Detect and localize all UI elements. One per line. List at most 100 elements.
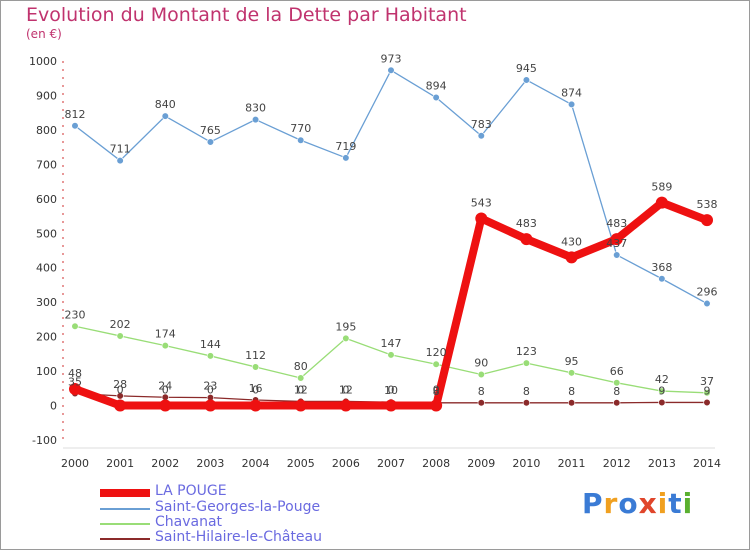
y-tick-label: 600 <box>36 193 57 206</box>
data-point <box>477 132 485 140</box>
x-tick-label: 2005 <box>287 457 315 470</box>
data-point <box>297 136 305 144</box>
data-label: 0 <box>207 384 214 397</box>
data-point <box>116 156 124 165</box>
data-label: 973 <box>381 52 402 65</box>
x-tick-label: 2001 <box>106 457 134 470</box>
data-label: 812 <box>65 108 86 121</box>
data-point <box>610 233 623 246</box>
x-tick-label: 2012 <box>603 457 631 470</box>
data-label: 874 <box>561 86 582 99</box>
data-label: 95 <box>565 355 579 368</box>
data-label: 48 <box>68 367 82 380</box>
data-point <box>520 233 533 246</box>
legend-label-chavanat: Chavanat <box>155 514 223 530</box>
data-label: 24 <box>158 379 172 392</box>
data-label: 0 <box>342 384 349 397</box>
data-point <box>567 100 576 109</box>
chart-axes: -100010020030040050060070080090010002000… <box>29 55 721 470</box>
logo-letter: x <box>638 487 658 520</box>
data-label: 296 <box>697 286 718 299</box>
data-label: 16 <box>249 382 263 395</box>
line-chart: -100010020030040050060070080090010002000… <box>29 52 721 470</box>
y-tick-label: 900 <box>36 89 57 102</box>
x-tick-label: 2008 <box>422 457 450 470</box>
legend-swatch-la-pouge <box>100 489 150 497</box>
logo-letter: r <box>603 487 619 520</box>
data-label: 202 <box>110 318 131 331</box>
proxiti-logo: Proxiti <box>582 487 693 520</box>
data-label: 589 <box>651 181 672 194</box>
data-label: 8 <box>433 385 440 398</box>
data-label: 765 <box>200 124 221 137</box>
data-label: 37 <box>700 375 714 388</box>
data-point <box>613 251 621 259</box>
x-tick-label: 2014 <box>693 457 721 470</box>
data-point <box>430 399 443 412</box>
data-label: 8 <box>523 385 530 398</box>
data-point <box>249 399 262 412</box>
data-point <box>613 379 621 387</box>
legend-swatch-chavanat <box>100 523 150 525</box>
data-point <box>161 112 169 120</box>
data-label: 10 <box>384 384 398 397</box>
data-point <box>658 387 666 395</box>
data-label: 12 <box>339 383 353 396</box>
data-point <box>432 93 440 102</box>
y-tick-label: 1000 <box>29 55 57 68</box>
data-label: 147 <box>381 337 402 350</box>
data-label: 80 <box>294 360 308 373</box>
data-point <box>477 399 485 407</box>
data-point <box>565 251 578 264</box>
data-point <box>522 76 531 84</box>
x-tick-label: 2007 <box>377 457 405 470</box>
y-tick-label: 300 <box>36 296 57 309</box>
y-tick-label: 500 <box>36 227 57 240</box>
data-label: 430 <box>561 235 582 248</box>
data-label: 0 <box>433 384 440 397</box>
y-tick-label: 400 <box>36 262 57 275</box>
data-point <box>701 214 713 227</box>
data-label: 90 <box>474 357 488 370</box>
logo-letter: P <box>582 487 604 520</box>
data-point <box>71 122 79 130</box>
data-point <box>206 352 215 360</box>
data-label: 8 <box>478 385 485 398</box>
data-point <box>161 341 169 350</box>
data-point <box>522 399 531 407</box>
data-label: 144 <box>200 338 221 351</box>
data-labels-layer: 8127118407658307707199738947839458744373… <box>65 52 718 397</box>
chart-title: Evolution du Montant de la Dette par Hab… <box>26 4 467 26</box>
y-tick-label: 100 <box>36 365 57 378</box>
data-point <box>522 359 531 367</box>
data-point <box>204 399 217 412</box>
data-point <box>658 275 666 283</box>
data-point <box>297 374 305 382</box>
data-point <box>251 363 260 371</box>
data-point <box>385 399 397 412</box>
legend-swatch-saint-hilaire <box>100 538 150 540</box>
y-tick-label: 0 <box>50 400 57 413</box>
data-label: 945 <box>516 62 537 75</box>
x-tick-label: 2013 <box>648 457 676 470</box>
data-point <box>387 66 395 74</box>
data-label: 437 <box>606 237 627 250</box>
data-label: 840 <box>155 98 176 111</box>
x-tick-label: 2002 <box>151 457 179 470</box>
data-label: 711 <box>110 143 131 156</box>
data-point <box>703 299 711 308</box>
data-label: 12 <box>294 383 308 396</box>
data-point <box>339 399 352 412</box>
x-tick-label: 2003 <box>196 457 224 470</box>
logo-letter: i <box>657 487 669 520</box>
data-label: 770 <box>290 122 311 135</box>
data-point <box>387 351 395 359</box>
data-point <box>432 360 440 368</box>
data-label: 0 <box>297 384 304 397</box>
data-label: 120 <box>426 346 447 359</box>
data-label: 112 <box>245 349 266 362</box>
data-label: 0 <box>162 384 169 397</box>
data-point <box>159 399 172 412</box>
data-point <box>206 138 215 146</box>
